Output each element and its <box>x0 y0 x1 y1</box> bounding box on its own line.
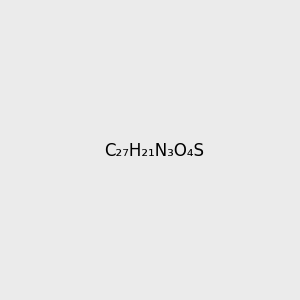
Text: C₂₇H₂₁N₃O₄S: C₂₇H₂₁N₃O₄S <box>104 142 204 160</box>
